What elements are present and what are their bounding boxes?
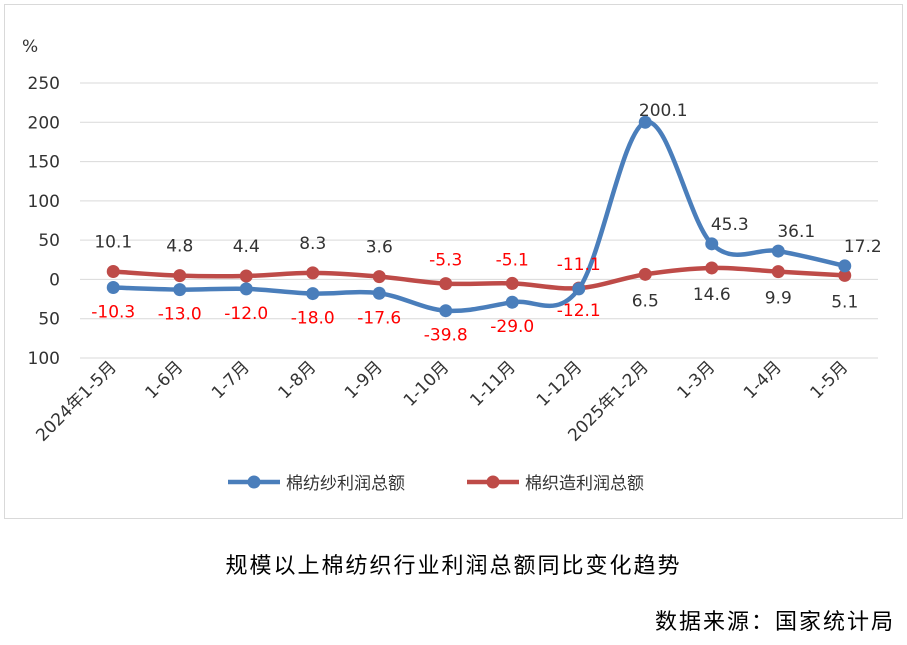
data-label-0: 45.3 bbox=[711, 215, 749, 235]
x-tick-label: 1-4月 bbox=[740, 357, 786, 403]
data-point-1 bbox=[372, 270, 386, 284]
data-point-0 bbox=[771, 244, 785, 258]
y-tick-label: 100 bbox=[28, 349, 60, 369]
data-label-0: -13.0 bbox=[158, 305, 202, 325]
data-label-0: -39.8 bbox=[424, 326, 468, 346]
x-tick-label: 1-12月 bbox=[533, 357, 586, 410]
data-point-1 bbox=[638, 267, 652, 281]
data-point-1 bbox=[173, 269, 187, 283]
y-tick-label: 250 bbox=[28, 74, 60, 94]
data-point-0 bbox=[239, 282, 253, 296]
data-label-0: -12.0 bbox=[224, 304, 268, 324]
data-point-0 bbox=[173, 283, 187, 297]
data-label-1: 4.8 bbox=[166, 237, 193, 257]
legend-marker-0 bbox=[247, 475, 261, 489]
data-label-1: 6.5 bbox=[632, 291, 659, 311]
data-point-0 bbox=[572, 282, 586, 296]
data-point-1 bbox=[505, 276, 519, 290]
data-point-0 bbox=[705, 237, 719, 251]
y-tick-label: 50 bbox=[38, 310, 60, 330]
data-point-1 bbox=[239, 269, 253, 283]
legend-label-0: 棉纺纱利润总额 bbox=[286, 474, 405, 494]
y-tick-label: 50 bbox=[38, 231, 60, 251]
data-point-0 bbox=[838, 259, 852, 273]
data-label-1: 3.6 bbox=[366, 238, 393, 258]
data-label-1: 14.6 bbox=[693, 285, 731, 305]
data-point-1 bbox=[106, 264, 120, 278]
x-tick-label: 1-7月 bbox=[208, 357, 254, 403]
data-label-0: -12.1 bbox=[557, 301, 601, 321]
data-point-0 bbox=[505, 295, 519, 309]
data-label-0: -29.0 bbox=[490, 317, 534, 337]
x-tick-label: 1-8月 bbox=[274, 357, 320, 403]
y-tick-label: 150 bbox=[28, 153, 60, 173]
data-label-1: 4.4 bbox=[233, 237, 260, 257]
data-label-1: -11.1 bbox=[557, 255, 601, 275]
data-label-1: 9.9 bbox=[765, 289, 792, 309]
data-label-0: 36.1 bbox=[777, 222, 815, 242]
data-point-0 bbox=[306, 287, 320, 301]
x-tick-label: 1-3月 bbox=[673, 357, 719, 403]
y-tick-label: 0 bbox=[49, 270, 60, 290]
x-tick-label: 1-9月 bbox=[341, 357, 387, 403]
chart-frame bbox=[4, 4, 903, 519]
data-point-1 bbox=[838, 268, 852, 282]
legend-label-1: 棉织造利润总额 bbox=[525, 474, 644, 494]
x-tick-label: 1-5月 bbox=[806, 357, 852, 403]
data-label-1: 10.1 bbox=[94, 232, 132, 252]
x-tick-label: 1-6月 bbox=[141, 357, 187, 403]
data-label-0: -17.6 bbox=[357, 308, 401, 328]
data-point-1 bbox=[306, 266, 320, 280]
y-tick-label: 100 bbox=[28, 192, 60, 212]
x-tick-label: 2024年1-5月 bbox=[32, 357, 120, 445]
data-point-0 bbox=[638, 115, 652, 129]
data-label-1: -5.3 bbox=[429, 251, 462, 271]
legend-marker-1 bbox=[486, 475, 500, 489]
data-label-1: -5.1 bbox=[496, 250, 529, 270]
data-label-0: -10.3 bbox=[91, 303, 135, 323]
y-tick-label: 200 bbox=[28, 113, 60, 133]
data-label-0: -18.0 bbox=[291, 309, 335, 329]
data-point-0 bbox=[439, 304, 453, 318]
data-point-1 bbox=[705, 261, 719, 275]
data-point-1 bbox=[439, 277, 453, 291]
data-label-0: 17.2 bbox=[844, 237, 882, 257]
data-label-0: 200.1 bbox=[639, 101, 688, 121]
data-point-0 bbox=[106, 281, 120, 295]
data-source-note: 数据来源：国家统计局 bbox=[654, 610, 895, 635]
y-unit-label: % bbox=[22, 37, 38, 57]
x-tick-label: 1-10月 bbox=[400, 357, 453, 410]
data-label-1: 8.3 bbox=[299, 234, 326, 254]
data-label-1: 5.1 bbox=[831, 292, 858, 312]
series-line-1 bbox=[111, 265, 847, 291]
chart-caption: 规模以上棉纺织行业利润总额同比变化趋势 bbox=[225, 554, 682, 579]
data-point-1 bbox=[771, 265, 785, 279]
x-tick-label: 1-11月 bbox=[466, 357, 519, 410]
line-chart: 250 200 150 100 50 0 50 100% 2024年1-5月 1-6月 1-7月 1-… bbox=[22, 37, 882, 494]
data-point-0 bbox=[372, 286, 386, 300]
